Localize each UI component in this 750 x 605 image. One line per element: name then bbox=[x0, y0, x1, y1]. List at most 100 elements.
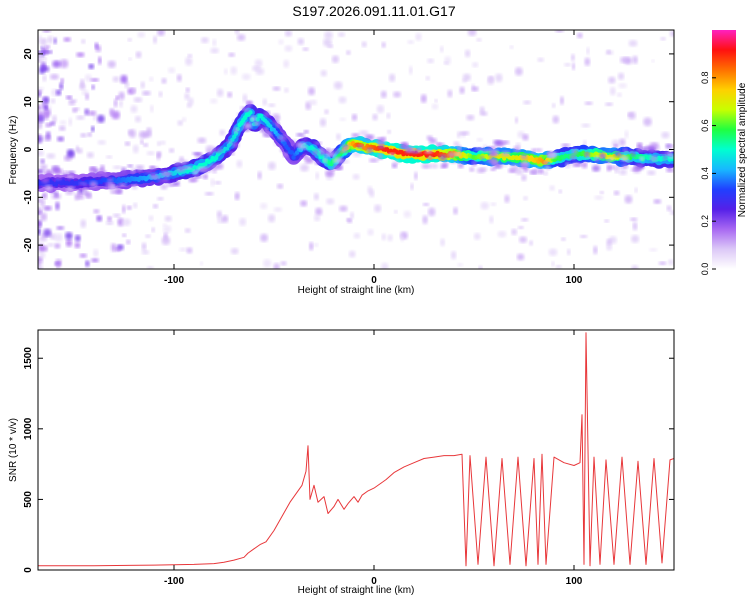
ridge-halo bbox=[665, 167, 674, 173]
noise-blob bbox=[284, 87, 289, 93]
spectrogram-ytick-label: 10 bbox=[23, 96, 34, 108]
noise-blob bbox=[381, 42, 386, 48]
ridge-halo bbox=[192, 151, 203, 156]
ridge-halo bbox=[143, 169, 152, 175]
noise-blob bbox=[661, 131, 670, 139]
ridge-halo bbox=[197, 154, 204, 159]
noise-blob bbox=[514, 67, 523, 76]
noise-blob bbox=[504, 194, 510, 204]
ridge-halo bbox=[481, 149, 492, 153]
noise-blob bbox=[374, 204, 382, 213]
noise-blob bbox=[509, 45, 514, 49]
noise-blob bbox=[40, 158, 45, 164]
noise-blob bbox=[519, 236, 528, 243]
ridge-halo bbox=[314, 160, 320, 166]
noise-blob bbox=[460, 131, 470, 136]
noise-blob bbox=[56, 136, 65, 142]
noise-blob bbox=[283, 59, 290, 68]
noise-blob bbox=[214, 180, 222, 185]
ridge-halo bbox=[584, 150, 590, 158]
noise-blob bbox=[428, 207, 436, 217]
ridge-halo bbox=[148, 165, 159, 170]
ridge-halo bbox=[427, 155, 433, 161]
noise-blob bbox=[620, 56, 628, 64]
noise-blob bbox=[451, 250, 457, 260]
ridge-halo bbox=[259, 125, 265, 133]
noise-blob bbox=[514, 116, 518, 124]
noise-blob bbox=[91, 84, 95, 90]
noise-blob bbox=[179, 247, 187, 252]
noise-blob bbox=[43, 205, 52, 211]
noise-blob bbox=[65, 239, 73, 247]
noise-blob bbox=[59, 59, 69, 69]
ridge-blob bbox=[291, 154, 296, 160]
ridge-halo bbox=[488, 150, 496, 157]
noise-blob bbox=[284, 45, 293, 52]
noise-blob bbox=[324, 109, 329, 115]
snr-xlabel: Height of straight line (km) bbox=[298, 585, 415, 596]
noise-blob bbox=[372, 113, 378, 121]
noise-blob bbox=[46, 153, 56, 159]
noise-blob bbox=[177, 120, 183, 126]
noise-blob bbox=[74, 234, 81, 242]
ridge-halo bbox=[401, 141, 409, 149]
noise-blob bbox=[80, 219, 87, 228]
noise-blob bbox=[38, 89, 43, 94]
ridge-halo bbox=[160, 170, 171, 178]
noise-blob bbox=[134, 115, 142, 123]
noise-blob bbox=[604, 219, 610, 223]
ridge-halo bbox=[469, 167, 475, 172]
ridge-halo bbox=[509, 164, 519, 171]
noise-blob bbox=[376, 104, 385, 114]
ridge-halo bbox=[41, 177, 49, 184]
noise-blob bbox=[160, 140, 166, 145]
noise-blob bbox=[97, 140, 106, 145]
noise-blob bbox=[339, 205, 348, 212]
noise-blob bbox=[112, 76, 120, 83]
noise-blob bbox=[156, 151, 162, 158]
noise-blob bbox=[669, 30, 674, 37]
ridge-halo bbox=[112, 165, 122, 170]
noise-blob bbox=[263, 259, 272, 268]
snr-ytick-label: 1000 bbox=[23, 417, 34, 440]
noise-blob bbox=[234, 30, 240, 35]
ridge-halo bbox=[447, 151, 456, 158]
ridge-halo bbox=[639, 156, 645, 161]
ridge-halo bbox=[669, 144, 674, 148]
ridge-halo bbox=[277, 134, 288, 142]
noise-blob bbox=[658, 261, 667, 266]
noise-blob bbox=[559, 96, 564, 105]
noise-blob bbox=[124, 141, 131, 146]
spectrogram-xlabel: Height of straight line (km) bbox=[298, 285, 415, 296]
ridge-halo bbox=[243, 122, 253, 129]
noise-blob bbox=[200, 37, 209, 44]
noise-blob bbox=[176, 74, 182, 82]
ridge-halo bbox=[298, 141, 307, 148]
noise-blob bbox=[490, 202, 497, 206]
noise-blob bbox=[117, 217, 124, 227]
ridge-halo bbox=[178, 159, 188, 165]
noise-blob bbox=[87, 132, 92, 137]
noise-blob bbox=[97, 114, 105, 123]
noise-blob bbox=[473, 232, 481, 240]
noise-blob bbox=[313, 243, 319, 247]
noise-blob bbox=[361, 41, 367, 48]
ridge-halo bbox=[333, 165, 343, 171]
noise-blob bbox=[164, 215, 172, 222]
ridge-halo bbox=[424, 149, 434, 154]
noise-blob bbox=[400, 234, 404, 242]
noise-blob bbox=[49, 121, 56, 126]
noise-blob bbox=[551, 103, 556, 108]
ridge-halo bbox=[573, 162, 580, 167]
ridge-halo bbox=[89, 181, 98, 188]
noise-blob bbox=[609, 86, 616, 96]
noise-blob bbox=[91, 258, 99, 263]
noise-blob bbox=[262, 98, 268, 106]
ridge-halo bbox=[312, 149, 319, 156]
ridge-halo bbox=[175, 166, 186, 173]
noise-blob bbox=[197, 137, 207, 144]
colorbar-tick-label: 0.0 bbox=[700, 263, 710, 276]
noise-blob bbox=[453, 207, 458, 215]
